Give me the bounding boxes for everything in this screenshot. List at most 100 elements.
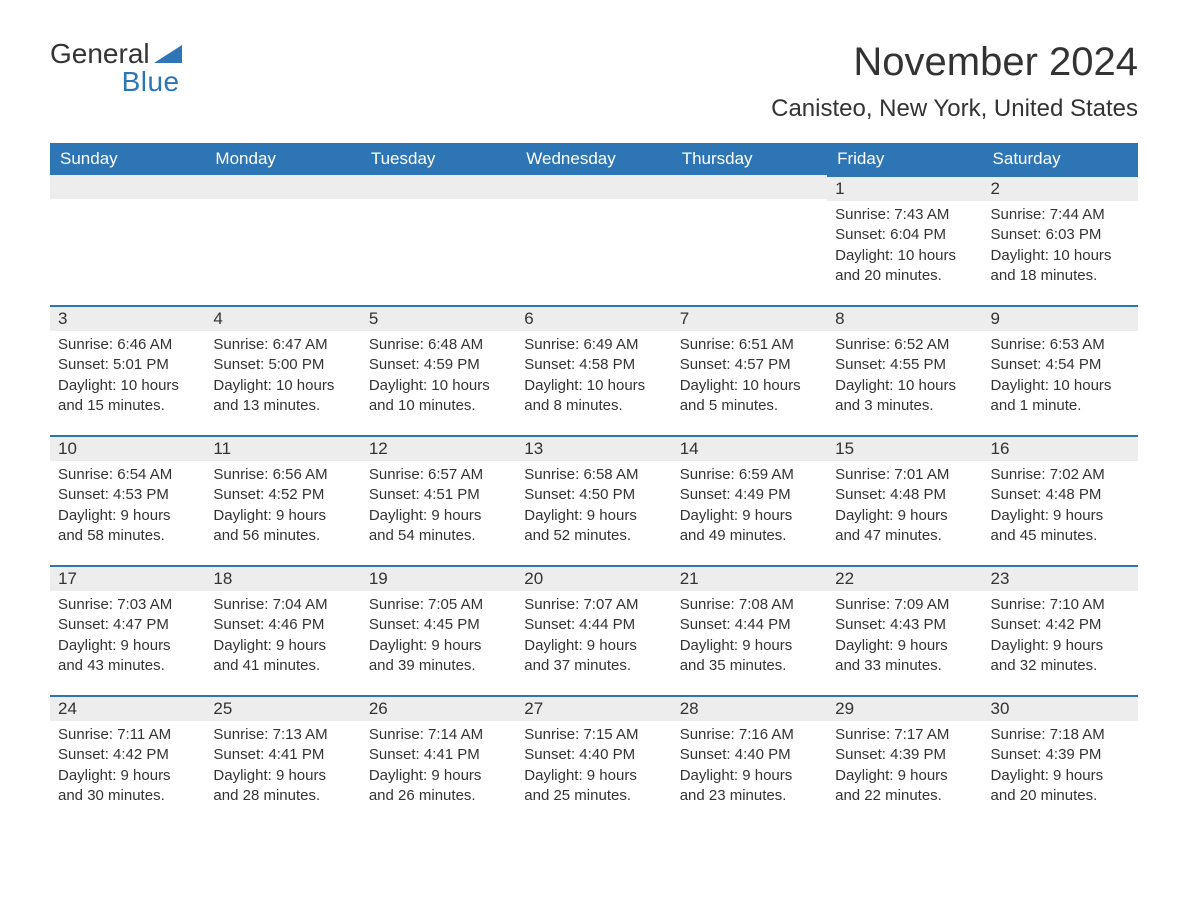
sunrise-text: Sunrise: 7:11 AM bbox=[58, 725, 197, 745]
sunset-text: Sunset: 4:42 PM bbox=[991, 615, 1130, 635]
calendar-week-row: 10Sunrise: 6:54 AMSunset: 4:53 PMDayligh… bbox=[50, 435, 1138, 565]
day-number: 4 bbox=[205, 305, 360, 331]
page-header: General Blue November 2024 Canisteo, New… bbox=[50, 40, 1138, 135]
sunrise-text: Sunrise: 6:59 AM bbox=[680, 465, 819, 485]
calendar-cell: 14Sunrise: 6:59 AMSunset: 4:49 PMDayligh… bbox=[672, 435, 827, 565]
day-body: Sunrise: 7:05 AMSunset: 4:45 PMDaylight:… bbox=[361, 591, 516, 686]
day-number: 28 bbox=[672, 695, 827, 721]
day-number: 24 bbox=[50, 695, 205, 721]
day-body: Sunrise: 6:56 AMSunset: 4:52 PMDaylight:… bbox=[205, 461, 360, 556]
sunset-text: Sunset: 4:52 PM bbox=[213, 485, 352, 505]
day-body: Sunrise: 7:07 AMSunset: 4:44 PMDaylight:… bbox=[516, 591, 671, 686]
calendar-cell: 23Sunrise: 7:10 AMSunset: 4:42 PMDayligh… bbox=[983, 565, 1138, 695]
sunset-text: Sunset: 4:39 PM bbox=[835, 745, 974, 765]
daylight-text: Daylight: 9 hours and 56 minutes. bbox=[213, 506, 352, 547]
calendar-cell: 4Sunrise: 6:47 AMSunset: 5:00 PMDaylight… bbox=[205, 305, 360, 435]
brand-name-part2: Blue bbox=[50, 68, 182, 96]
weekday-header: Tuesday bbox=[361, 143, 516, 175]
calendar-cell: 19Sunrise: 7:05 AMSunset: 4:45 PMDayligh… bbox=[361, 565, 516, 695]
day-number: 20 bbox=[516, 565, 671, 591]
sunrise-text: Sunrise: 7:43 AM bbox=[835, 205, 974, 225]
calendar-cell bbox=[516, 175, 671, 305]
sunset-text: Sunset: 4:40 PM bbox=[680, 745, 819, 765]
daylight-text: Daylight: 10 hours and 10 minutes. bbox=[369, 376, 508, 417]
daylight-text: Daylight: 9 hours and 47 minutes. bbox=[835, 506, 974, 547]
daylight-text: Daylight: 9 hours and 52 minutes. bbox=[524, 506, 663, 547]
sunrise-text: Sunrise: 7:07 AM bbox=[524, 595, 663, 615]
sunset-text: Sunset: 4:40 PM bbox=[524, 745, 663, 765]
daylight-text: Daylight: 10 hours and 20 minutes. bbox=[835, 246, 974, 287]
day-number: 29 bbox=[827, 695, 982, 721]
day-body: Sunrise: 6:58 AMSunset: 4:50 PMDaylight:… bbox=[516, 461, 671, 556]
day-number: 14 bbox=[672, 435, 827, 461]
day-body: Sunrise: 7:43 AMSunset: 6:04 PMDaylight:… bbox=[827, 201, 982, 296]
day-body: Sunrise: 6:54 AMSunset: 4:53 PMDaylight:… bbox=[50, 461, 205, 556]
day-body: Sunrise: 6:51 AMSunset: 4:57 PMDaylight:… bbox=[672, 331, 827, 426]
calendar-week-row: 3Sunrise: 6:46 AMSunset: 5:01 PMDaylight… bbox=[50, 305, 1138, 435]
sunset-text: Sunset: 5:01 PM bbox=[58, 355, 197, 375]
day-number-empty bbox=[205, 175, 360, 199]
day-body: Sunrise: 7:08 AMSunset: 4:44 PMDaylight:… bbox=[672, 591, 827, 686]
daylight-text: Daylight: 9 hours and 22 minutes. bbox=[835, 766, 974, 807]
day-number: 8 bbox=[827, 305, 982, 331]
day-body: Sunrise: 7:14 AMSunset: 4:41 PMDaylight:… bbox=[361, 721, 516, 816]
sunrise-text: Sunrise: 7:13 AM bbox=[213, 725, 352, 745]
daylight-text: Daylight: 10 hours and 15 minutes. bbox=[58, 376, 197, 417]
day-body: Sunrise: 7:44 AMSunset: 6:03 PMDaylight:… bbox=[983, 201, 1138, 296]
day-number: 11 bbox=[205, 435, 360, 461]
calendar-cell: 8Sunrise: 6:52 AMSunset: 4:55 PMDaylight… bbox=[827, 305, 982, 435]
calendar-body: 1Sunrise: 7:43 AMSunset: 6:04 PMDaylight… bbox=[50, 175, 1138, 825]
calendar-cell bbox=[50, 175, 205, 305]
calendar-table: SundayMondayTuesdayWednesdayThursdayFrid… bbox=[50, 143, 1138, 825]
daylight-text: Daylight: 9 hours and 20 minutes. bbox=[991, 766, 1130, 807]
day-number: 30 bbox=[983, 695, 1138, 721]
sunset-text: Sunset: 4:49 PM bbox=[680, 485, 819, 505]
calendar-cell: 6Sunrise: 6:49 AMSunset: 4:58 PMDaylight… bbox=[516, 305, 671, 435]
day-number: 3 bbox=[50, 305, 205, 331]
sunset-text: Sunset: 4:43 PM bbox=[835, 615, 974, 635]
calendar-cell: 13Sunrise: 6:58 AMSunset: 4:50 PMDayligh… bbox=[516, 435, 671, 565]
daylight-text: Daylight: 10 hours and 1 minute. bbox=[991, 376, 1130, 417]
daylight-text: Daylight: 9 hours and 54 minutes. bbox=[369, 506, 508, 547]
sunset-text: Sunset: 4:51 PM bbox=[369, 485, 508, 505]
sunset-text: Sunset: 4:59 PM bbox=[369, 355, 508, 375]
daylight-text: Daylight: 9 hours and 37 minutes. bbox=[524, 636, 663, 677]
calendar-cell: 5Sunrise: 6:48 AMSunset: 4:59 PMDaylight… bbox=[361, 305, 516, 435]
weekday-header: Friday bbox=[827, 143, 982, 175]
weekday-header: Thursday bbox=[672, 143, 827, 175]
sunset-text: Sunset: 4:44 PM bbox=[524, 615, 663, 635]
sunrise-text: Sunrise: 6:54 AM bbox=[58, 465, 197, 485]
daylight-text: Daylight: 10 hours and 5 minutes. bbox=[680, 376, 819, 417]
sunrise-text: Sunrise: 7:08 AM bbox=[680, 595, 819, 615]
calendar-cell bbox=[361, 175, 516, 305]
daylight-text: Daylight: 10 hours and 8 minutes. bbox=[524, 376, 663, 417]
sunrise-text: Sunrise: 7:18 AM bbox=[991, 725, 1130, 745]
sunrise-text: Sunrise: 6:46 AM bbox=[58, 335, 197, 355]
day-number: 22 bbox=[827, 565, 982, 591]
day-number: 7 bbox=[672, 305, 827, 331]
daylight-text: Daylight: 9 hours and 39 minutes. bbox=[369, 636, 508, 677]
sunrise-text: Sunrise: 7:10 AM bbox=[991, 595, 1130, 615]
day-body: Sunrise: 7:17 AMSunset: 4:39 PMDaylight:… bbox=[827, 721, 982, 816]
day-body: Sunrise: 6:53 AMSunset: 4:54 PMDaylight:… bbox=[983, 331, 1138, 426]
sunset-text: Sunset: 4:46 PM bbox=[213, 615, 352, 635]
daylight-text: Daylight: 9 hours and 33 minutes. bbox=[835, 636, 974, 677]
sunset-text: Sunset: 4:58 PM bbox=[524, 355, 663, 375]
weekday-header: Wednesday bbox=[516, 143, 671, 175]
day-number: 17 bbox=[50, 565, 205, 591]
day-body: Sunrise: 7:13 AMSunset: 4:41 PMDaylight:… bbox=[205, 721, 360, 816]
sunrise-text: Sunrise: 6:52 AM bbox=[835, 335, 974, 355]
daylight-text: Daylight: 10 hours and 3 minutes. bbox=[835, 376, 974, 417]
day-number: 21 bbox=[672, 565, 827, 591]
sunrise-text: Sunrise: 7:44 AM bbox=[991, 205, 1130, 225]
day-number: 15 bbox=[827, 435, 982, 461]
sunrise-text: Sunrise: 6:57 AM bbox=[369, 465, 508, 485]
day-body: Sunrise: 6:46 AMSunset: 5:01 PMDaylight:… bbox=[50, 331, 205, 426]
day-body: Sunrise: 7:16 AMSunset: 4:40 PMDaylight:… bbox=[672, 721, 827, 816]
sunrise-text: Sunrise: 7:05 AM bbox=[369, 595, 508, 615]
calendar-cell: 15Sunrise: 7:01 AMSunset: 4:48 PMDayligh… bbox=[827, 435, 982, 565]
day-number: 18 bbox=[205, 565, 360, 591]
calendar-cell: 28Sunrise: 7:16 AMSunset: 4:40 PMDayligh… bbox=[672, 695, 827, 825]
day-number-empty bbox=[516, 175, 671, 199]
sunset-text: Sunset: 4:57 PM bbox=[680, 355, 819, 375]
